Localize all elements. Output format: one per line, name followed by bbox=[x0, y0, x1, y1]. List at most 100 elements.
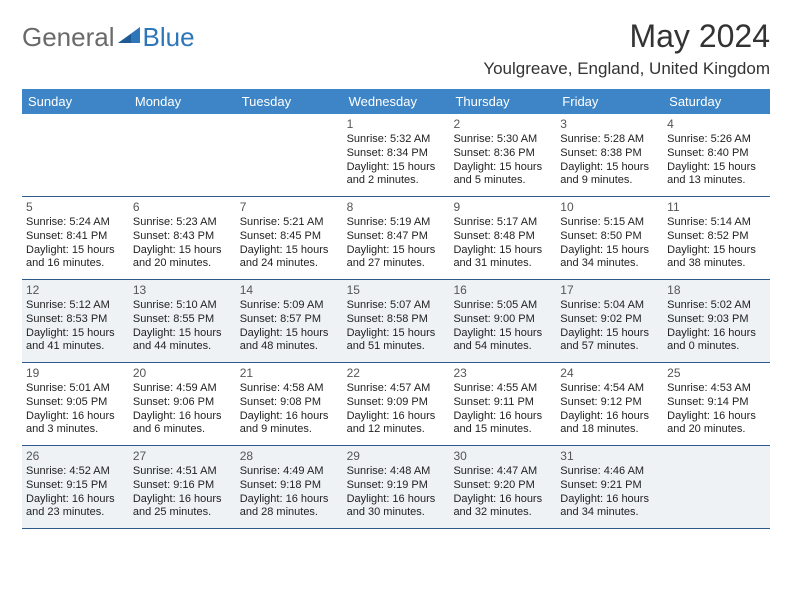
daylight-text: Daylight: 15 hours and 38 minutes. bbox=[667, 244, 766, 272]
sunrise-text: Sunrise: 5:01 AM bbox=[26, 382, 125, 396]
daylight-text: Daylight: 15 hours and 57 minutes. bbox=[560, 327, 659, 355]
calendar-cell: 27Sunrise: 4:51 AMSunset: 9:16 PMDayligh… bbox=[129, 446, 236, 528]
calendar-cell: 30Sunrise: 4:47 AMSunset: 9:20 PMDayligh… bbox=[449, 446, 556, 528]
calendar-cell: 3Sunrise: 5:28 AMSunset: 8:38 PMDaylight… bbox=[556, 114, 663, 196]
day-number: 1 bbox=[347, 117, 446, 132]
sunset-text: Sunset: 8:57 PM bbox=[240, 313, 339, 327]
day-header-row: SundayMondayTuesdayWednesdayThursdayFrid… bbox=[22, 89, 770, 114]
daylight-text: Daylight: 16 hours and 18 minutes. bbox=[560, 410, 659, 438]
daylight-text: Daylight: 15 hours and 9 minutes. bbox=[560, 161, 659, 189]
daylight-text: Daylight: 15 hours and 34 minutes. bbox=[560, 244, 659, 272]
day-number: 13 bbox=[133, 283, 232, 298]
calendar-week: 26Sunrise: 4:52 AMSunset: 9:15 PMDayligh… bbox=[22, 446, 770, 529]
day-number: 9 bbox=[453, 200, 552, 215]
sunset-text: Sunset: 9:05 PM bbox=[26, 396, 125, 410]
calendar-cell: 14Sunrise: 5:09 AMSunset: 8:57 PMDayligh… bbox=[236, 280, 343, 362]
day-header: Friday bbox=[556, 89, 663, 114]
daylight-text: Daylight: 16 hours and 3 minutes. bbox=[26, 410, 125, 438]
day-number: 3 bbox=[560, 117, 659, 132]
day-number: 19 bbox=[26, 366, 125, 381]
daylight-text: Daylight: 15 hours and 16 minutes. bbox=[26, 244, 125, 272]
calendar-cell: 23Sunrise: 4:55 AMSunset: 9:11 PMDayligh… bbox=[449, 363, 556, 445]
day-number: 12 bbox=[26, 283, 125, 298]
sunrise-text: Sunrise: 5:07 AM bbox=[347, 299, 446, 313]
day-number: 16 bbox=[453, 283, 552, 298]
sunset-text: Sunset: 9:20 PM bbox=[453, 479, 552, 493]
calendar-cell: 8Sunrise: 5:19 AMSunset: 8:47 PMDaylight… bbox=[343, 197, 450, 279]
day-header: Saturday bbox=[663, 89, 770, 114]
daylight-text: Daylight: 15 hours and 24 minutes. bbox=[240, 244, 339, 272]
sunset-text: Sunset: 8:34 PM bbox=[347, 147, 446, 161]
sunset-text: Sunset: 9:16 PM bbox=[133, 479, 232, 493]
daylight-text: Daylight: 16 hours and 30 minutes. bbox=[347, 493, 446, 521]
calendar-cell: 5Sunrise: 5:24 AMSunset: 8:41 PMDaylight… bbox=[22, 197, 129, 279]
daylight-text: Daylight: 15 hours and 2 minutes. bbox=[347, 161, 446, 189]
sunrise-text: Sunrise: 4:58 AM bbox=[240, 382, 339, 396]
daylight-text: Daylight: 15 hours and 44 minutes. bbox=[133, 327, 232, 355]
calendar-cell: 25Sunrise: 4:53 AMSunset: 9:14 PMDayligh… bbox=[663, 363, 770, 445]
day-header: Sunday bbox=[22, 89, 129, 114]
day-number: 17 bbox=[560, 283, 659, 298]
day-number: 25 bbox=[667, 366, 766, 381]
day-number: 6 bbox=[133, 200, 232, 215]
daylight-text: Daylight: 15 hours and 41 minutes. bbox=[26, 327, 125, 355]
calendar-cell: 20Sunrise: 4:59 AMSunset: 9:06 PMDayligh… bbox=[129, 363, 236, 445]
sunset-text: Sunset: 8:45 PM bbox=[240, 230, 339, 244]
day-header: Wednesday bbox=[343, 89, 450, 114]
calendar-cell: 15Sunrise: 5:07 AMSunset: 8:58 PMDayligh… bbox=[343, 280, 450, 362]
daylight-text: Daylight: 16 hours and 0 minutes. bbox=[667, 327, 766, 355]
sunset-text: Sunset: 9:21 PM bbox=[560, 479, 659, 493]
calendar-cell: 26Sunrise: 4:52 AMSunset: 9:15 PMDayligh… bbox=[22, 446, 129, 528]
calendar-cell: 13Sunrise: 5:10 AMSunset: 8:55 PMDayligh… bbox=[129, 280, 236, 362]
daylight-text: Daylight: 15 hours and 54 minutes. bbox=[453, 327, 552, 355]
sunset-text: Sunset: 9:09 PM bbox=[347, 396, 446, 410]
day-number: 23 bbox=[453, 366, 552, 381]
sunset-text: Sunset: 9:03 PM bbox=[667, 313, 766, 327]
day-number: 27 bbox=[133, 449, 232, 464]
sunrise-text: Sunrise: 4:49 AM bbox=[240, 465, 339, 479]
daylight-text: Daylight: 16 hours and 9 minutes. bbox=[240, 410, 339, 438]
sunset-text: Sunset: 8:55 PM bbox=[133, 313, 232, 327]
day-number: 8 bbox=[347, 200, 446, 215]
daylight-text: Daylight: 16 hours and 32 minutes. bbox=[453, 493, 552, 521]
brand-logo: General Blue bbox=[22, 18, 195, 53]
sunset-text: Sunset: 9:11 PM bbox=[453, 396, 552, 410]
daylight-text: Daylight: 16 hours and 28 minutes. bbox=[240, 493, 339, 521]
sunrise-text: Sunrise: 4:46 AM bbox=[560, 465, 659, 479]
calendar-cell: 18Sunrise: 5:02 AMSunset: 9:03 PMDayligh… bbox=[663, 280, 770, 362]
daylight-text: Daylight: 15 hours and 51 minutes. bbox=[347, 327, 446, 355]
sunset-text: Sunset: 9:02 PM bbox=[560, 313, 659, 327]
sunrise-text: Sunrise: 4:53 AM bbox=[667, 382, 766, 396]
sunset-text: Sunset: 8:53 PM bbox=[26, 313, 125, 327]
sunrise-text: Sunrise: 5:05 AM bbox=[453, 299, 552, 313]
sunrise-text: Sunrise: 5:32 AM bbox=[347, 133, 446, 147]
calendar: SundayMondayTuesdayWednesdayThursdayFrid… bbox=[22, 89, 770, 529]
day-number: 31 bbox=[560, 449, 659, 464]
calendar-cell: 16Sunrise: 5:05 AMSunset: 9:00 PMDayligh… bbox=[449, 280, 556, 362]
day-number: 21 bbox=[240, 366, 339, 381]
calendar-week: 1Sunrise: 5:32 AMSunset: 8:34 PMDaylight… bbox=[22, 114, 770, 197]
calendar-cell: 9Sunrise: 5:17 AMSunset: 8:48 PMDaylight… bbox=[449, 197, 556, 279]
daylight-text: Daylight: 15 hours and 5 minutes. bbox=[453, 161, 552, 189]
day-number: 26 bbox=[26, 449, 125, 464]
sunset-text: Sunset: 9:00 PM bbox=[453, 313, 552, 327]
sunset-text: Sunset: 8:43 PM bbox=[133, 230, 232, 244]
sunset-text: Sunset: 9:15 PM bbox=[26, 479, 125, 493]
sunset-text: Sunset: 9:12 PM bbox=[560, 396, 659, 410]
day-number: 5 bbox=[26, 200, 125, 215]
brand-part1: General bbox=[22, 22, 115, 53]
calendar-week: 12Sunrise: 5:12 AMSunset: 8:53 PMDayligh… bbox=[22, 280, 770, 363]
sunrise-text: Sunrise: 4:59 AM bbox=[133, 382, 232, 396]
daylight-text: Daylight: 16 hours and 23 minutes. bbox=[26, 493, 125, 521]
sunset-text: Sunset: 8:50 PM bbox=[560, 230, 659, 244]
sunrise-text: Sunrise: 5:17 AM bbox=[453, 216, 552, 230]
calendar-cell bbox=[129, 114, 236, 196]
location: Youlgreave, England, United Kingdom bbox=[483, 59, 770, 79]
sunrise-text: Sunrise: 4:51 AM bbox=[133, 465, 232, 479]
daylight-text: Daylight: 16 hours and 20 minutes. bbox=[667, 410, 766, 438]
sunrise-text: Sunrise: 5:30 AM bbox=[453, 133, 552, 147]
calendar-cell: 11Sunrise: 5:14 AMSunset: 8:52 PMDayligh… bbox=[663, 197, 770, 279]
day-number: 28 bbox=[240, 449, 339, 464]
sunset-text: Sunset: 8:36 PM bbox=[453, 147, 552, 161]
sunrise-text: Sunrise: 5:14 AM bbox=[667, 216, 766, 230]
